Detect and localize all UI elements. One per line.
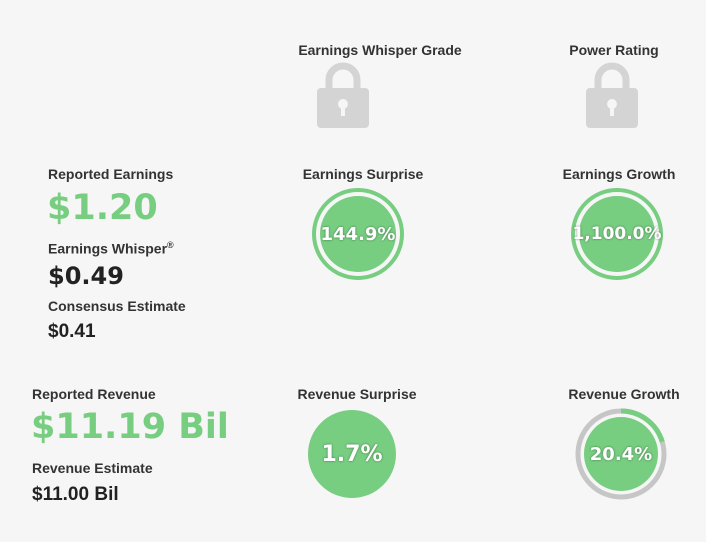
earnings-growth-circle: 1,100.0% <box>570 187 664 281</box>
consensus-estimate-label: Consensus Estimate <box>48 298 186 314</box>
reported-earnings-label: Reported Earnings <box>48 166 174 182</box>
earnings-surprise-label: Earnings Surprise <box>302 166 424 182</box>
reported-revenue-label: Reported Revenue <box>32 386 156 402</box>
earnings-growth-label: Earnings Growth <box>562 166 676 182</box>
earnings-surprise-value: 144.9% <box>320 223 396 245</box>
reported-earnings-value: $1.20 <box>47 188 158 228</box>
revenue-growth-value: 20.4% <box>589 443 653 465</box>
revenue-estimate-label: Revenue Estimate <box>32 460 153 476</box>
revenue-growth-circle: 20.4% <box>574 407 668 501</box>
registered-mark: ® <box>167 240 174 250</box>
earnings-whisper-label: Earnings Whisper® <box>48 240 174 257</box>
power-rating-label: Power Rating <box>569 42 659 58</box>
revenue-growth-progress-arc <box>575 408 667 500</box>
earnings-surprise-circle: 144.9% <box>311 187 405 281</box>
consensus-estimate-value: $0.41 <box>48 321 96 342</box>
revenue-growth-label: Revenue Growth <box>568 386 680 402</box>
revenue-surprise-label: Revenue Surprise <box>297 386 417 402</box>
lock-icon <box>586 62 638 128</box>
reported-revenue-value: $11.19 Bil <box>31 407 229 447</box>
revenue-surprise-circle: 1.7% <box>308 410 396 498</box>
revenue-surprise-value: 1.7% <box>321 441 383 467</box>
revenue-estimate-value: $11.00 Bil <box>32 484 119 505</box>
whisper-grade-label: Earnings Whisper Grade <box>298 42 462 58</box>
lock-icon <box>317 62 369 128</box>
earnings-growth-value: 1,100.0% <box>572 224 662 244</box>
earnings-whisper-value: $0.49 <box>48 262 124 290</box>
